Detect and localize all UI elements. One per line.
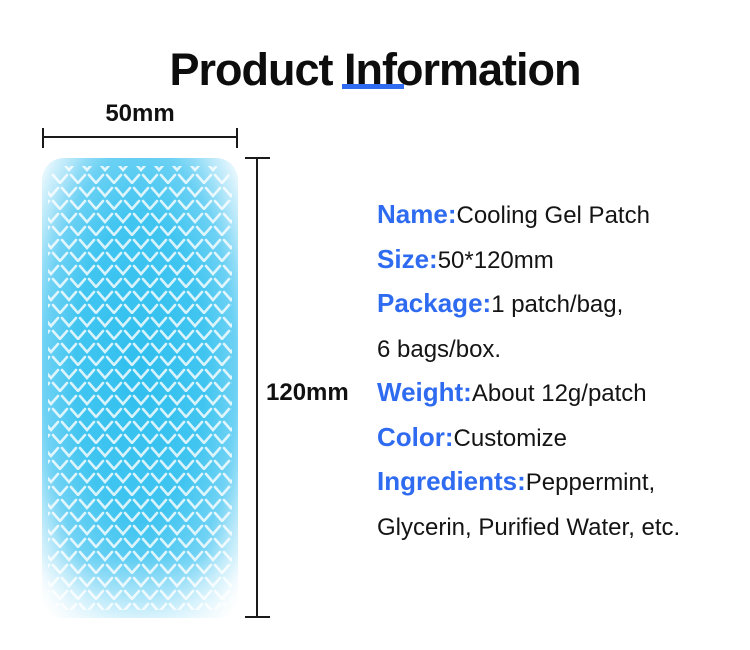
spec-value: Cooling Gel Patch bbox=[456, 202, 650, 229]
width-dimension-label: 50mm bbox=[105, 100, 175, 127]
spec-value: Glycerin, Purified Water, etc. bbox=[377, 513, 681, 541]
spec-value: 1 patch/bag, bbox=[491, 291, 624, 318]
spec-label: Name: bbox=[377, 199, 457, 229]
spec-label: Color: bbox=[377, 421, 454, 452]
dimension-bar bbox=[42, 136, 238, 138]
height-dimension-label: 120mm bbox=[266, 379, 349, 406]
spec-row-name: Name:Cooling Gel Patch bbox=[377, 193, 727, 238]
spec-row-package-cont: 6 bags/box. bbox=[377, 327, 727, 372]
gel-patch-illustration bbox=[42, 158, 238, 618]
dimension-tick bbox=[245, 616, 270, 618]
title-underline-accent bbox=[342, 84, 404, 89]
spec-value: 6 bags/box. bbox=[377, 335, 502, 363]
spec-label: Weight: bbox=[377, 377, 472, 407]
dimension-tick bbox=[42, 128, 44, 148]
spec-row-color: Color:Customize bbox=[377, 416, 727, 461]
spec-value: About 12g/patch bbox=[471, 380, 647, 407]
spec-value: Peppermint, bbox=[525, 469, 656, 496]
dimension-tick bbox=[236, 128, 238, 148]
spec-label: Size: bbox=[377, 243, 438, 274]
dimension-bar bbox=[256, 157, 258, 618]
spec-row-size: Size:50*120mm bbox=[377, 238, 727, 283]
spec-row-ingredients-cont: Glycerin, Purified Water, etc. bbox=[377, 505, 727, 550]
spec-value: Customize bbox=[453, 424, 567, 452]
spec-label: Package: bbox=[377, 288, 492, 318]
spec-value: 50*120mm bbox=[437, 246, 554, 274]
spec-row-ingredients: Ingredients:Peppermint, bbox=[377, 460, 727, 505]
width-dimension-line bbox=[42, 128, 238, 148]
spec-label: Ingredients: bbox=[377, 466, 526, 496]
cooling-gel-patch-image bbox=[42, 158, 238, 618]
spec-row-weight: Weight:About 12g/patch bbox=[377, 371, 727, 416]
height-dimension-line bbox=[245, 157, 270, 618]
spec-row-package: Package:1 patch/bag, bbox=[377, 282, 727, 327]
product-spec-list: Name:Cooling Gel Patch Size:50*120mm Pac… bbox=[377, 193, 727, 549]
